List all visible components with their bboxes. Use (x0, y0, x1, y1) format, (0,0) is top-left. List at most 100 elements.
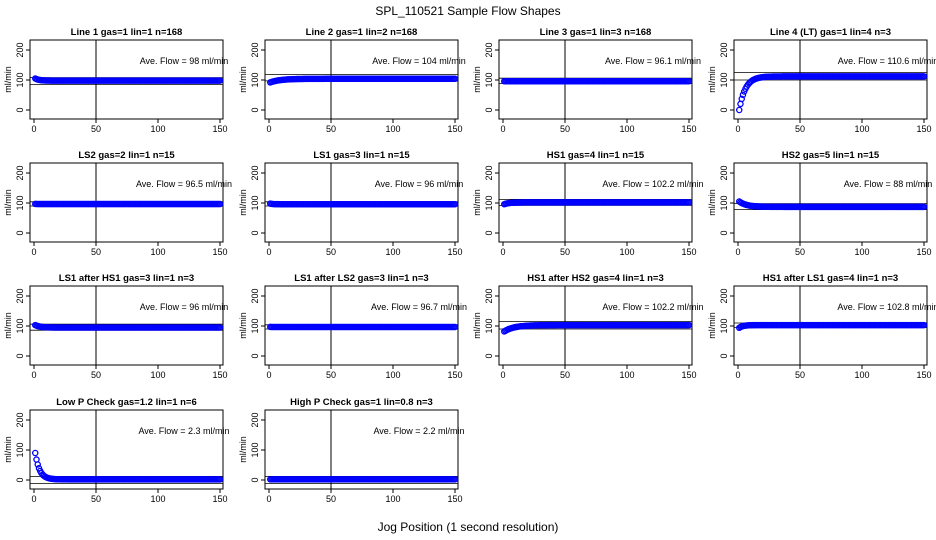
data-points (266, 200, 459, 208)
y-tick-label: 0 (250, 477, 260, 482)
x-tick-label: 0 (31, 124, 36, 134)
x-tick-label: 150 (681, 247, 696, 257)
x-tick-label: 50 (560, 370, 570, 380)
data-point (31, 449, 39, 457)
x-tick-label: 100 (854, 247, 869, 257)
panel-10: LS1 after LS2 gas=3 lin=1 n=3 Ave. Flow =… (238, 273, 467, 380)
y-tick-label: 100 (15, 72, 25, 87)
panel-2: Line 2 gas=1 lin=2 n=168 Ave. Flow = 104 … (238, 27, 466, 134)
x-tick-label: 0 (500, 247, 505, 257)
panel-title: HS1 after LS1 gas=4 lin=1 n=3 (763, 273, 898, 284)
data-points (31, 200, 224, 208)
y-tick-label: 0 (15, 477, 25, 482)
mean-flow-annotation: Ave. Flow = 104 ml/min (372, 56, 466, 66)
x-tick-label: 0 (31, 247, 36, 257)
panel-13: Low P Check gas=1.2 lin=1 n=6 Ave. Flow =… (3, 397, 230, 504)
panel-title: Line 3 gas=1 lin=3 n=168 (540, 27, 652, 38)
x-tick-label: 150 (447, 124, 462, 134)
x-tick-label: 150 (447, 494, 462, 504)
y-axis-label: ml/min (238, 189, 248, 216)
x-tick-label: 100 (854, 370, 869, 380)
x-tick-label: 0 (266, 247, 271, 257)
x-tick-label: 0 (266, 370, 271, 380)
data-points (500, 199, 693, 208)
y-tick-label: 100 (484, 195, 494, 210)
panel-5: LS2 gas=2 lin=1 n=15 Ave. Flow = 96.5 ml/… (3, 150, 232, 257)
panel-title: LS1 after LS2 gas=3 lin=1 n=3 (294, 273, 428, 284)
data-point (685, 321, 693, 329)
data-points (500, 77, 693, 85)
x-tick-label: 50 (326, 247, 336, 257)
x-tick-label: 100 (385, 247, 400, 257)
data-point (451, 476, 459, 483)
x-tick-label: 0 (266, 494, 271, 504)
panel-11: HS1 after HS2 gas=4 lin=1 n=3 Ave. Flow =… (472, 273, 704, 380)
x-tick-label: 50 (91, 124, 101, 134)
x-tick-label: 100 (385, 494, 400, 504)
x-tick-label: 0 (31, 370, 36, 380)
mean-flow-annotation: Ave. Flow = 110.6 ml/min (838, 56, 936, 66)
figure-title: SPL_110521 Sample Flow Shapes (375, 4, 560, 18)
y-tick-label: 100 (484, 72, 494, 87)
panels: Line 1 gas=1 lin=1 n=168 Ave. Flow = 98 m… (3, 27, 936, 504)
y-tick-label: 200 (15, 165, 25, 180)
data-point (685, 199, 693, 206)
x-tick-label: 50 (91, 370, 101, 380)
y-tick-label: 100 (719, 318, 729, 333)
data-point (920, 321, 928, 329)
data-point (216, 77, 224, 84)
y-axis-label: ml/min (472, 312, 482, 339)
panel-title: High P Check gas=1 lin=0.8 n=3 (290, 397, 433, 408)
y-tick-label: 0 (15, 230, 25, 235)
data-points (735, 73, 928, 114)
x-tick-label: 50 (560, 247, 570, 257)
x-tick-label: 50 (326, 370, 336, 380)
y-axis-label: ml/min (3, 312, 13, 339)
mean-flow-annotation: Ave. Flow = 2.2 ml/min (373, 426, 464, 436)
data-points (735, 198, 928, 211)
panel-4: Line 4 (LT) gas=1 lin=4 n=3 Ave. Flow = 1… (707, 27, 936, 134)
x-tick-label: 100 (150, 247, 165, 257)
x-tick-label: 0 (500, 124, 505, 134)
x-tick-label: 0 (735, 247, 740, 257)
mean-flow-annotation: Ave. Flow = 88 ml/min (844, 179, 933, 189)
x-tick-label: 50 (91, 494, 101, 504)
x-tick-label: 100 (619, 124, 634, 134)
y-tick-label: 0 (15, 353, 25, 358)
y-tick-label: 0 (250, 230, 260, 235)
panel-1: Line 1 gas=1 lin=1 n=168 Ave. Flow = 98 m… (3, 27, 228, 134)
mean-flow-annotation: Ave. Flow = 96.1 ml/min (605, 56, 701, 66)
x-tick-label: 150 (212, 124, 227, 134)
y-tick-label: 0 (484, 230, 494, 235)
panel-14: High P Check gas=1 lin=0.8 n=3 Ave. Flow … (238, 397, 465, 504)
mean-flow-annotation: Ave. Flow = 96.7 ml/min (371, 302, 467, 312)
y-tick-label: 200 (719, 288, 729, 303)
panel-title: HS1 after HS2 gas=4 lin=1 n=3 (527, 273, 664, 284)
x-tick-label: 150 (916, 124, 931, 134)
panel-6: LS1 gas=3 lin=1 n=15 Ave. Flow = 96 ml/mi… (238, 150, 463, 257)
y-axis-label: ml/min (238, 312, 248, 339)
mean-flow-annotation: Ave. Flow = 96.5 ml/min (136, 179, 232, 189)
panel-7: HS1 gas=4 lin=1 n=15 Ave. Flow = 102.2 ml… (472, 150, 704, 257)
y-axis-label: ml/min (707, 312, 717, 339)
x-tick-label: 100 (385, 124, 400, 134)
x-tick-label: 150 (681, 370, 696, 380)
data-point (34, 461, 41, 468)
y-tick-label: 0 (484, 353, 494, 358)
x-tick-label: 50 (326, 494, 336, 504)
panel-title: HS2 gas=5 lin=1 n=15 (782, 150, 880, 161)
data-points (266, 476, 459, 483)
panel-title: Line 2 gas=1 lin=2 n=168 (306, 27, 418, 38)
y-axis-label: ml/min (472, 189, 482, 216)
y-tick-label: 100 (719, 72, 729, 87)
x-tick-label: 0 (500, 370, 505, 380)
y-axis-label: ml/min (238, 436, 248, 463)
x-tick-label: 50 (795, 370, 805, 380)
data-point (920, 203, 928, 211)
x-tick-label: 150 (681, 124, 696, 134)
data-point (920, 73, 928, 80)
x-tick-label: 0 (266, 124, 271, 134)
y-axis-label: ml/min (238, 66, 248, 93)
panel-8: HS2 gas=5 lin=1 n=15 Ave. Flow = 88 ml/mi… (707, 150, 932, 257)
